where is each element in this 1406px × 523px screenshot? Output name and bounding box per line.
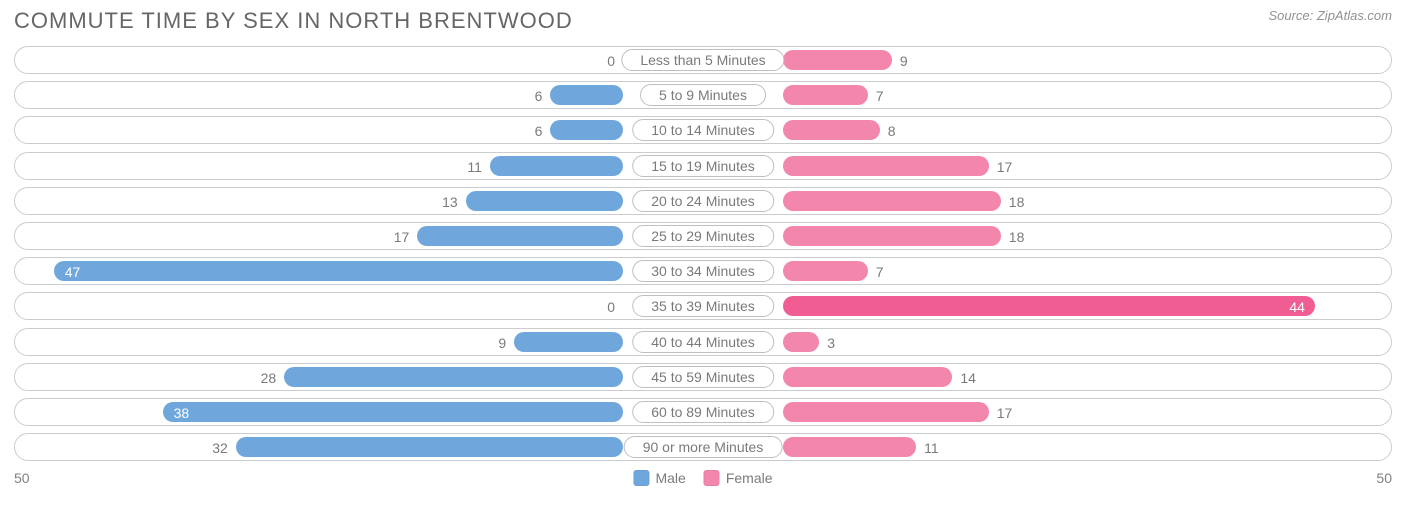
male-bar [550, 85, 623, 105]
male-value: 47 [65, 258, 81, 286]
legend-swatch [633, 470, 649, 486]
butterfly-chart: COMMUTE TIME BY SEX IN NORTH BRENTWOOD S… [0, 0, 1406, 523]
female-value: 7 [876, 82, 884, 110]
chart-row: 6 7 5 to 9 Minutes [14, 81, 1392, 109]
male-bar [54, 261, 623, 281]
female-value: 9 [900, 47, 908, 75]
male-value: 0 [607, 293, 615, 321]
chart-footer: 50 Male Female 50 [14, 468, 1392, 496]
male-value: 6 [535, 82, 543, 110]
male-value: 6 [535, 117, 543, 145]
female-bar [783, 402, 989, 422]
row-label-pill: 45 to 59 Minutes [632, 366, 774, 388]
chart-row: 6 8 10 to 14 Minutes [14, 116, 1392, 144]
chart-row: 47 7 30 to 34 Minutes [14, 257, 1392, 285]
female-bar [783, 437, 916, 457]
female-value: 44 [1289, 293, 1305, 321]
female-value: 8 [888, 117, 896, 145]
chart-source: Source: ZipAtlas.com [1268, 8, 1392, 23]
legend-swatch [704, 470, 720, 486]
row-label-pill: 90 or more Minutes [624, 436, 783, 458]
chart-header: COMMUTE TIME BY SEX IN NORTH BRENTWOOD S… [14, 8, 1392, 34]
male-value: 9 [498, 329, 506, 357]
female-bar [783, 367, 952, 387]
female-value: 18 [1009, 223, 1025, 251]
male-value: 38 [174, 399, 190, 427]
female-bar [783, 332, 819, 352]
chart-title: COMMUTE TIME BY SEX IN NORTH BRENTWOOD [14, 8, 573, 34]
chart-rows: 0 9 Less than 5 Minutes 6 7 5 to 9 Minutes 6 8 1… [14, 46, 1392, 461]
male-value: 28 [261, 364, 277, 392]
chart-legend: Male Female [633, 470, 772, 486]
female-value: 11 [924, 434, 939, 462]
row-label-pill: 60 to 89 Minutes [632, 401, 774, 423]
chart-row: 0 44 35 to 39 Minutes [14, 292, 1392, 320]
source-name: ZipAtlas.com [1317, 8, 1392, 23]
male-value: 0 [607, 47, 615, 75]
male-bar [284, 367, 623, 387]
female-value: 18 [1009, 188, 1025, 216]
row-label-pill: 20 to 24 Minutes [632, 190, 774, 212]
chart-row: 32 11 90 or more Minutes [14, 433, 1392, 461]
row-label-pill: 35 to 39 Minutes [632, 295, 774, 317]
chart-row: 17 18 25 to 29 Minutes [14, 222, 1392, 250]
female-bar [783, 226, 1001, 246]
row-label-pill: Less than 5 Minutes [621, 49, 784, 71]
chart-row: 13 18 20 to 24 Minutes [14, 187, 1392, 215]
legend-item: Male [633, 470, 685, 486]
male-bar [514, 332, 623, 352]
female-value: 3 [827, 329, 835, 357]
male-bar [466, 191, 623, 211]
male-bar [163, 402, 623, 422]
legend-label: Female [726, 470, 773, 486]
male-value: 32 [212, 434, 228, 462]
row-label-pill: 25 to 29 Minutes [632, 225, 774, 247]
chart-row: 0 9 Less than 5 Minutes [14, 46, 1392, 74]
chart-row: 11 17 15 to 19 Minutes [14, 152, 1392, 180]
female-value: 14 [960, 364, 976, 392]
female-bar [783, 156, 989, 176]
female-value: 17 [997, 153, 1013, 181]
row-label-pill: 15 to 19 Minutes [632, 155, 774, 177]
female-bar [783, 85, 868, 105]
female-bar [783, 50, 892, 70]
male-bar [550, 120, 623, 140]
row-label-pill: 5 to 9 Minutes [640, 84, 766, 106]
male-value: 17 [394, 223, 410, 251]
female-bar [783, 191, 1001, 211]
male-bar [490, 156, 623, 176]
legend-label: Male [655, 470, 685, 486]
axis-max-left: 50 [14, 470, 30, 486]
source-prefix: Source: [1268, 8, 1316, 23]
row-label-pill: 10 to 14 Minutes [632, 119, 774, 141]
female-bar [783, 120, 880, 140]
row-label-pill: 30 to 34 Minutes [632, 260, 774, 282]
legend-item: Female [704, 470, 773, 486]
axis-max-right: 50 [1376, 470, 1392, 486]
male-value: 13 [442, 188, 458, 216]
female-bar [783, 261, 868, 281]
chart-row: 9 3 40 to 44 Minutes [14, 328, 1392, 356]
female-value: 17 [997, 399, 1013, 427]
male-bar [236, 437, 623, 457]
chart-row: 38 17 60 to 89 Minutes [14, 398, 1392, 426]
chart-row: 28 14 45 to 59 Minutes [14, 363, 1392, 391]
male-bar [417, 226, 623, 246]
row-label-pill: 40 to 44 Minutes [632, 331, 774, 353]
female-bar [783, 296, 1315, 316]
female-value: 7 [876, 258, 884, 286]
male-value: 11 [467, 153, 482, 181]
